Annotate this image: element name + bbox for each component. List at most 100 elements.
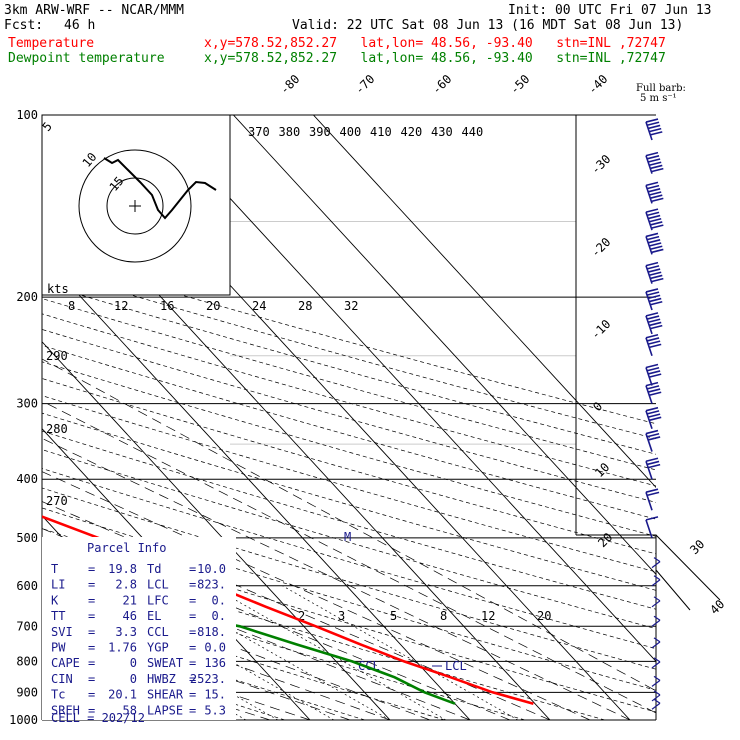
wind-barb-flag [647,268,661,273]
wind-barb-flag [645,457,659,463]
mixing-ratio-line [282,585,519,720]
isotherm-label: 0 [590,399,605,414]
wind-barb-flag [653,637,661,643]
wind-barb-shaft [645,291,653,311]
parcel-info-eq: = [88,672,95,686]
wind-barb-shaft [645,433,653,452]
wind-barb-flag [647,388,661,393]
parcel-info-value: 19.8 [108,562,137,576]
pressure-tick-label: 1000 [9,713,38,727]
wind-barb-flag [647,436,661,441]
pressure-tick-label: 100 [16,108,38,122]
parcel-info-value: 1.76 [108,641,137,655]
wind-barb-shaft [645,385,653,404]
dry-adiabat-line [42,487,656,670]
wind-barb-flag [650,324,663,330]
dry-adiabat-line [42,283,656,455]
parcel-info-eq: = [189,641,196,655]
wind-barb [651,675,661,687]
dewpoint-legend-label: Dewpoint temperature [8,51,165,66]
wind-barb-shaft [651,702,661,710]
parcel-info-eq: = [88,593,95,607]
wind-barb-shaft [645,410,653,429]
wind-barb-flag [650,221,663,226]
pressure-tick-label: 700 [16,619,38,633]
m-marker: M [344,530,351,544]
hodograph-speed-label: 16 [160,299,174,313]
wind-barb-flag [649,217,662,223]
isotherm-line [313,115,656,489]
hodograph-trace [103,157,217,220]
wind-barb-flag [649,297,662,303]
wind-barb-flag [646,410,660,415]
hodograph-kts-label: kts [47,282,69,296]
hodograph-speed-label: 32 [344,299,358,313]
lcl-label: LCL [445,659,467,673]
parcel-info-eq: = [88,578,95,592]
parcel-info-value: 46 [123,609,137,623]
wind-barb-flag [646,265,660,270]
wind-barb-flag [649,391,662,397]
theta-label: 390 [309,125,331,139]
wind-barb [651,557,661,569]
dry-adiabat-line [42,449,656,630]
wind-barb-flag [649,416,662,422]
wind-barb-shaft [651,579,661,587]
wind-barb [651,637,661,649]
wind-barb-flag [646,491,660,497]
dry-adiabat-line [42,549,605,720]
dewpoint-profile [42,587,456,705]
wind-barb-flag [650,274,663,280]
theta-label: 370 [248,125,270,139]
parcel-info-box [42,537,236,720]
wind-barb-flag [653,698,661,704]
dewpoint-location-info: x,y=578.52,852.27 lat,lon= 48.56, -93.40… [204,51,666,66]
wind-barb-shaft [645,185,653,204]
hodograph-speed-label: 24 [252,299,266,313]
wind-barb [645,406,662,429]
wind-barb-shaft [651,694,661,702]
parcel-info-label: LCL [147,578,169,592]
mixing-ratio-label: 2 [298,609,305,623]
wind-barb-flag [649,242,662,247]
pressure-tick-label: 900 [16,685,38,699]
pressure-tick-label: 300 [16,397,38,411]
isotherm-label: -80 [277,72,302,97]
isotherm-label: -20 [588,235,613,260]
wind-barb-flag [653,575,661,581]
parcel-info-value: 823. [197,578,226,592]
wind-barb-flag [646,121,660,127]
wind-barb-shaft [645,367,653,386]
wind-barb-shaft [645,211,653,231]
wind-barb [645,261,664,284]
parcel-info-title: Parcel Info [87,541,166,555]
wind-barb [645,208,664,231]
temperature-profile [42,515,534,705]
wind-barb-flag [645,488,659,493]
pressure-tick-label: 400 [16,472,38,486]
wind-barb-flag [649,127,662,133]
pressure-tick-label: 800 [16,654,38,668]
wind-barb-flag [646,460,660,466]
wind-barb-flag [645,406,659,412]
wind-barb [645,118,663,141]
wind-barb-flag [647,158,661,163]
parcel-info-value: 0 [130,656,137,670]
wind-barb [645,381,662,404]
wind-barb-flag [645,516,659,521]
parcel-info-value: 0. [212,609,226,623]
wind-barb [645,232,664,255]
wind-barb-flag [653,615,661,621]
wind-barb-flag [645,118,659,123]
pressure-tick-label: 600 [16,579,38,593]
parcel-info-label: HWBZ [147,672,176,686]
wind-barb-flag [646,155,660,160]
wind-barb-flag [651,248,664,254]
wind-barb-flag [653,690,661,696]
wind-barb-flag [651,224,664,229]
parcel-info-label: CAPE [51,656,80,670]
wind-barb-flag [647,188,661,193]
isotherm-line [153,115,656,662]
parcel-info-value: 2.8 [115,578,137,592]
